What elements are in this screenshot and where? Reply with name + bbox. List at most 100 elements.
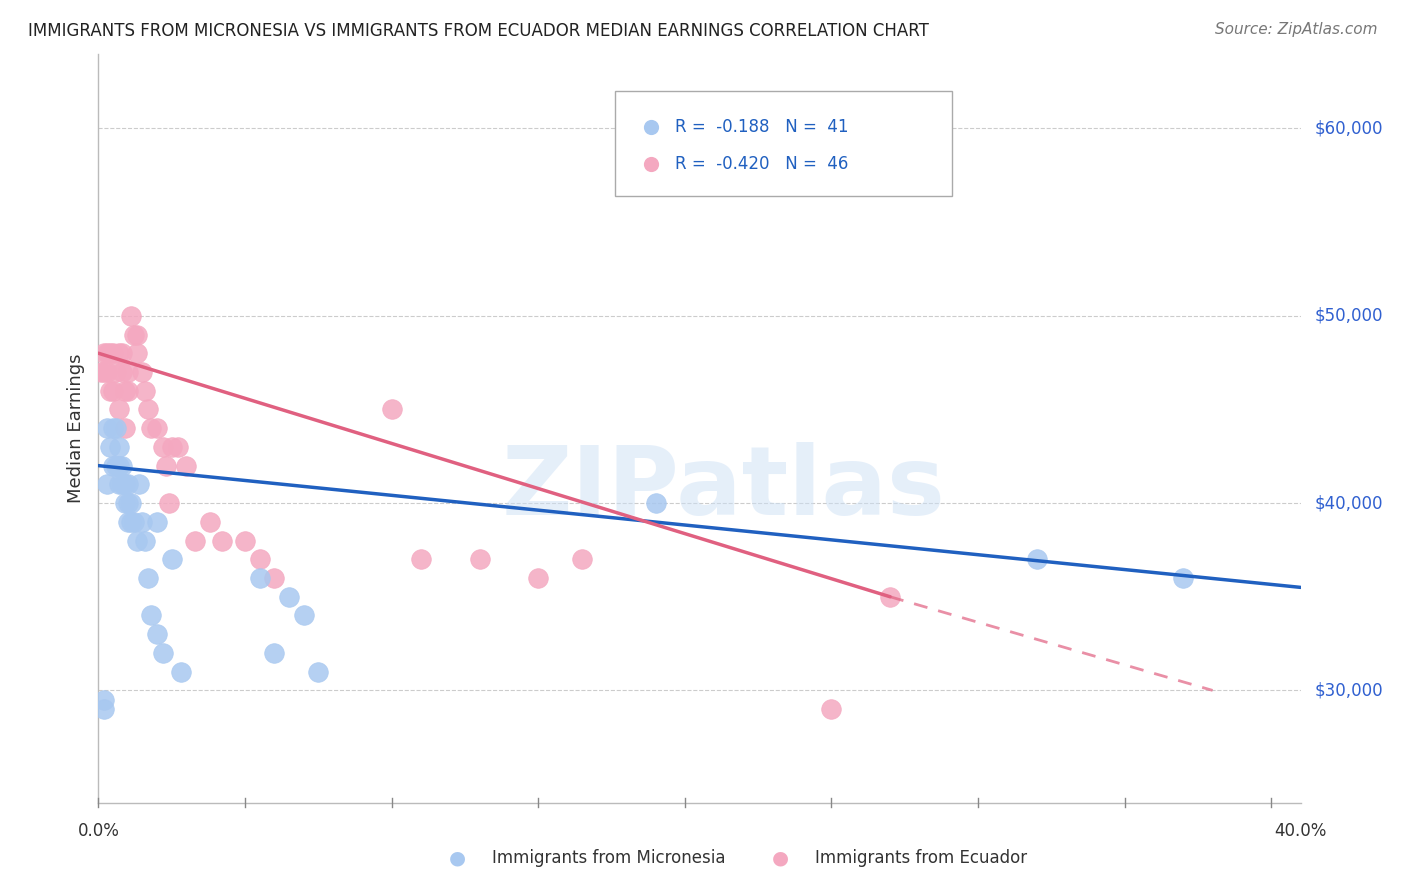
Point [146, 627, 169, 641]
Point [136, 571, 159, 585]
Point [108, 402, 131, 417]
Text: $60,000: $60,000 [1315, 120, 1384, 137]
Point [101, 384, 124, 398]
Point [96, 365, 118, 379]
Point [141, 421, 163, 435]
Point [1025, 552, 1047, 566]
Text: ●: ● [449, 848, 465, 868]
Point [125, 327, 148, 342]
Point [146, 421, 169, 435]
Point [105, 365, 128, 379]
Text: $40,000: $40,000 [1315, 494, 1384, 512]
Text: ●: ● [772, 848, 789, 868]
Point [117, 384, 139, 398]
Text: IMMIGRANTS FROM MICRONESIA VS IMMIGRANTS FROM ECUADOR MEDIAN EARNINGS CORRELATIO: IMMIGRANTS FROM MICRONESIA VS IMMIGRANTS… [28, 22, 929, 40]
Text: Immigrants from Ecuador: Immigrants from Ecuador [815, 849, 1028, 867]
Point [122, 327, 145, 342]
Point [117, 477, 139, 491]
Point [571, 552, 593, 566]
Point [101, 346, 124, 360]
FancyBboxPatch shape [616, 91, 952, 196]
Point [160, 552, 183, 566]
Point [114, 421, 136, 435]
Point [96, 477, 118, 491]
Point [117, 515, 139, 529]
Point [134, 384, 156, 398]
Point [184, 533, 207, 548]
Point [117, 496, 139, 510]
Point [820, 702, 842, 716]
Point [157, 496, 180, 510]
Text: $50,000: $50,000 [1315, 307, 1384, 325]
Text: 0.0%: 0.0% [77, 822, 120, 840]
Point [198, 515, 221, 529]
Text: Immigrants from Micronesia: Immigrants from Micronesia [492, 849, 725, 867]
Text: R =  -0.420   N =  46: R = -0.420 N = 46 [675, 155, 849, 173]
Point [152, 646, 174, 660]
Point [292, 608, 315, 623]
Point [527, 571, 550, 585]
Point [108, 440, 131, 454]
Point [90, 365, 112, 379]
Point [93, 346, 115, 360]
Text: 40.0%: 40.0% [1274, 822, 1327, 840]
Point [131, 515, 153, 529]
Point [93, 365, 115, 379]
Point [114, 477, 136, 491]
Point [98, 346, 121, 360]
Point [233, 533, 256, 548]
Point [125, 346, 148, 360]
Point [111, 365, 134, 379]
Point [108, 477, 131, 491]
Point [307, 665, 329, 679]
Point [111, 458, 134, 473]
Point [93, 702, 115, 716]
Point [108, 458, 131, 473]
Point [409, 552, 432, 566]
Point [166, 440, 188, 454]
Point [141, 608, 163, 623]
Y-axis label: Median Earnings: Median Earnings [66, 353, 84, 503]
Text: $30,000: $30,000 [1315, 681, 1384, 699]
Text: Source: ZipAtlas.com: Source: ZipAtlas.com [1215, 22, 1378, 37]
Point [117, 365, 139, 379]
Point [114, 384, 136, 398]
Point [120, 515, 142, 529]
Text: R =  -0.188   N =  41: R = -0.188 N = 41 [675, 118, 849, 136]
Point [152, 440, 174, 454]
Point [249, 552, 271, 566]
Point [249, 571, 271, 585]
Point [131, 365, 153, 379]
Point [101, 421, 124, 435]
Point [644, 496, 666, 510]
Point [114, 496, 136, 510]
Point [263, 571, 285, 585]
Point [111, 346, 134, 360]
Point [278, 590, 301, 604]
Point [136, 402, 159, 417]
Point [128, 477, 150, 491]
Point [160, 440, 183, 454]
Point [98, 440, 121, 454]
Point [211, 533, 233, 548]
Point [134, 533, 156, 548]
Point [1173, 571, 1195, 585]
Point [120, 309, 142, 323]
Text: ZIPatlas: ZIPatlas [502, 442, 945, 534]
Point [111, 477, 134, 491]
Point [98, 384, 121, 398]
Point [879, 590, 901, 604]
Point [105, 458, 128, 473]
Point [468, 552, 491, 566]
Point [93, 692, 115, 706]
Point [96, 346, 118, 360]
Point [176, 458, 198, 473]
Point [101, 458, 124, 473]
Point [120, 496, 142, 510]
Point [263, 646, 285, 660]
Point [146, 515, 169, 529]
Point [96, 421, 118, 435]
Point [108, 346, 131, 360]
Point [381, 402, 404, 417]
Point [105, 421, 128, 435]
